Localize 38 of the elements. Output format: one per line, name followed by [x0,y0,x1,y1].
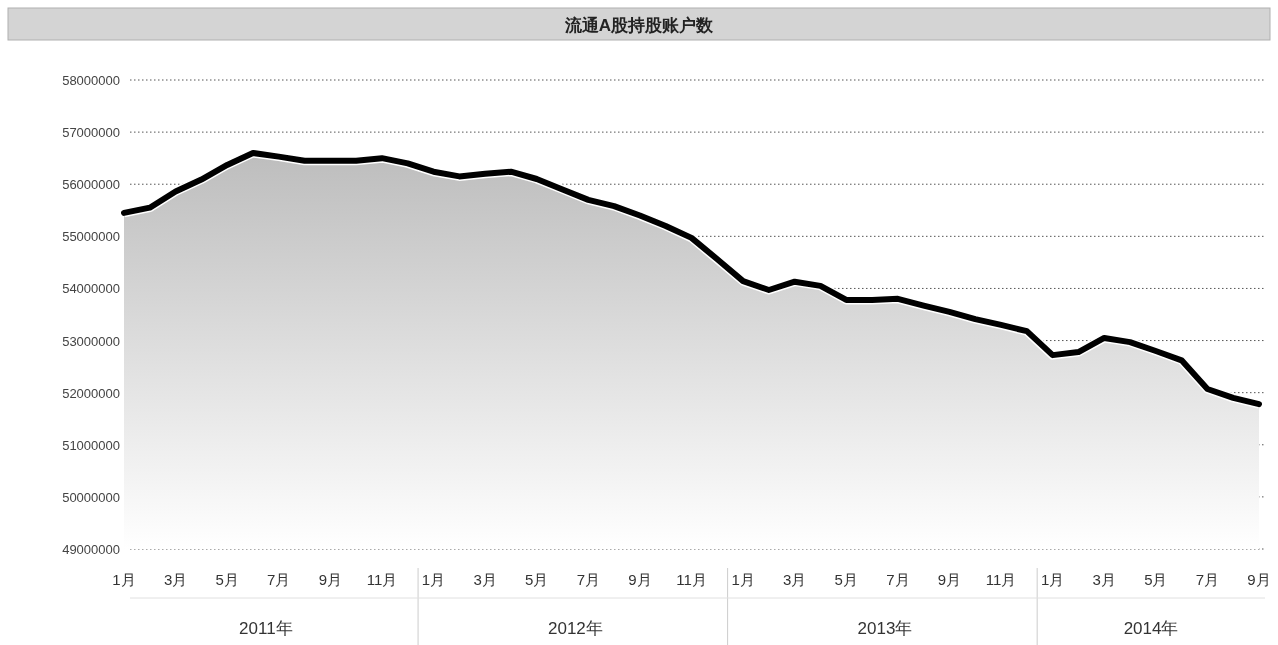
x-tick-label: 3月 [163,571,188,588]
x-tick-label: 3月 [473,571,497,588]
x-tick-label: 9月 [318,571,343,588]
x-tick-label: 5月 [215,571,239,588]
x-tick-label: 1月 [112,571,136,588]
x-tick-label: 5月 [525,571,549,588]
x-tick-label: 11月 [366,571,398,588]
chart-title: 流通A股持股账户数 [563,16,715,35]
y-tick-label: 53000000 [62,333,120,349]
x-tick-label: 7月 [267,571,291,588]
x-tick-label: 3月 [1092,571,1116,588]
x-tick-label: 3月 [783,571,807,588]
y-tick-label: 55000000 [62,229,120,245]
x-tick-label: 5月 [834,571,858,588]
text: 2012年 [548,619,603,638]
x-tick-label: 11月 [985,571,1017,588]
text: 2014年 [1123,619,1179,638]
x-tick-label: 7月 [1195,571,1220,588]
x-tick-label: 9月 [937,571,962,588]
y-tick-label: 50000000 [62,489,120,505]
y-tick-label: 57000000 [62,125,120,141]
text: 2013年 [857,619,913,638]
x-tick-label: 9月 [628,571,652,588]
x-tick-label: 1月 [1040,571,1065,588]
y-tick-label: 54000000 [62,281,120,297]
x-tick-label: 7月 [576,571,600,588]
y-tick-label: 52000000 [62,385,120,401]
x-tick-label: 1月 [731,571,755,588]
x-tick-label: 9月 [1247,571,1271,588]
x-tick-label: 7月 [886,571,910,588]
y-tick-label: 58000000 [62,73,120,88]
y-tick-label: 51000000 [62,437,120,453]
y-tick-label: 49000000 [62,542,120,557]
x-tick-label: 5月 [1144,571,1168,588]
x-tick-label: 11月 [676,571,707,588]
text: 2011年 [239,619,293,638]
y-tick-label: 56000000 [62,177,120,193]
x-tick-label: 1月 [421,571,446,588]
